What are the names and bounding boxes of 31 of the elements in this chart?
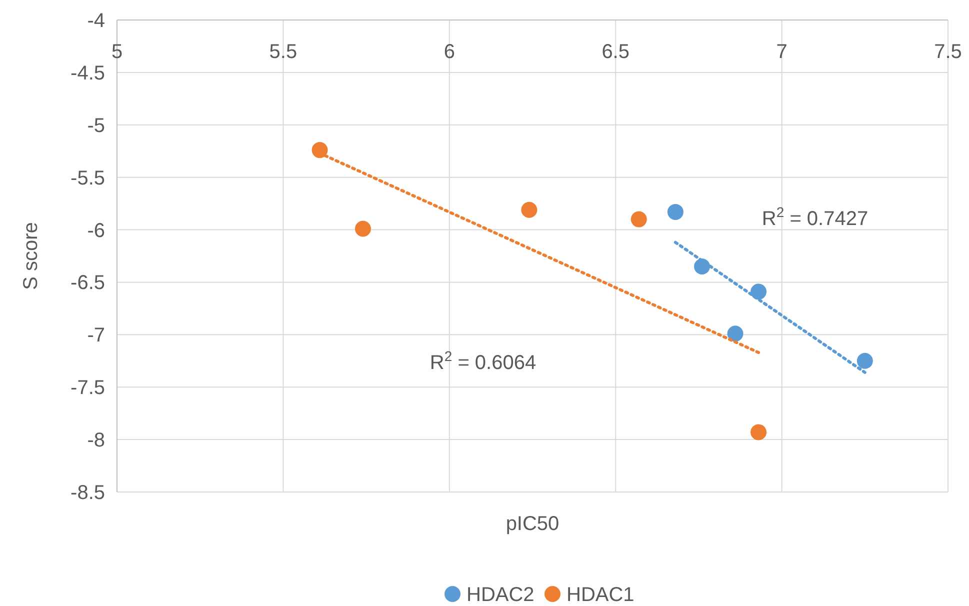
y-tick-label: -7 <box>87 324 105 347</box>
legend-label: HDAC1 <box>566 584 634 606</box>
point <box>354 220 371 237</box>
annotation: R$^{2}$ = 0.6064 <box>430 348 536 374</box>
x-tick-label: 5 <box>111 41 123 63</box>
x-tick-label: 7 <box>776 41 788 63</box>
x-tick-label: 6.5 <box>602 41 630 63</box>
point <box>750 424 767 440</box>
y-tick-label: -8.5 <box>70 482 105 504</box>
x-axis-title: pIC50 <box>506 513 560 535</box>
y-tick-label: -8 <box>87 430 105 452</box>
point <box>630 211 647 228</box>
y-tick-label: -7.5 <box>70 377 105 400</box>
annotation: R$^{2}$ = 0.7427 <box>762 204 868 230</box>
y-tick-label: -4.5 <box>70 62 105 84</box>
x-tick-label: 7.5 <box>934 41 962 63</box>
point <box>667 204 684 220</box>
y-tick-label: -5.5 <box>70 167 105 190</box>
point <box>856 352 873 369</box>
y-tick-label: -5 <box>87 114 105 137</box>
y-tick-label: -6.5 <box>70 272 105 294</box>
x-tick-label: 6 <box>444 41 455 63</box>
point <box>750 284 767 300</box>
point <box>521 202 538 218</box>
y-tick-label: -4 <box>87 10 105 32</box>
y-axis-title: S score <box>20 222 42 290</box>
legend-label: HDAC2 <box>466 584 534 606</box>
point <box>727 326 744 342</box>
x-tick-label: 5.5 <box>269 41 298 63</box>
point <box>312 142 328 158</box>
y-tick-label: -6 <box>87 220 105 242</box>
